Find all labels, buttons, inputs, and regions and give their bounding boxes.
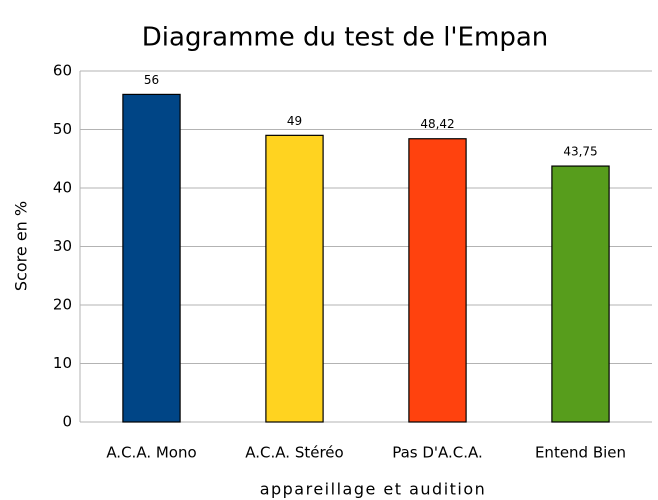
y-tick-label: 60 [53, 62, 72, 80]
bar [122, 93, 181, 423]
x-tick-label: A.C.A. Mono [106, 444, 196, 462]
bar [265, 134, 324, 423]
x-tick-label: Pas D'A.C.A. [392, 444, 483, 462]
bar [551, 165, 610, 423]
data-label: 43,75 [563, 145, 597, 159]
y-axis-label: Score en % [12, 201, 31, 291]
y-tick-label: 40 [53, 179, 72, 197]
x-tick-label: A.C.A. Stéréo [245, 444, 343, 462]
data-label: 56 [144, 73, 159, 87]
y-tick-label: 50 [53, 120, 72, 138]
y-tick-label: 30 [53, 237, 72, 255]
y-tick-label: 10 [53, 354, 72, 372]
x-axis-label: appareillage et audition [260, 480, 487, 499]
data-label: 48,42 [420, 117, 454, 131]
chart-title: Diagramme du test de l'Empan [142, 23, 548, 53]
y-tick-label: 0 [62, 413, 72, 431]
x-tick-label: Entend Bien [535, 444, 626, 462]
y-tick-label: 20 [53, 296, 72, 314]
data-label: 49 [287, 114, 302, 128]
bar [408, 138, 467, 423]
